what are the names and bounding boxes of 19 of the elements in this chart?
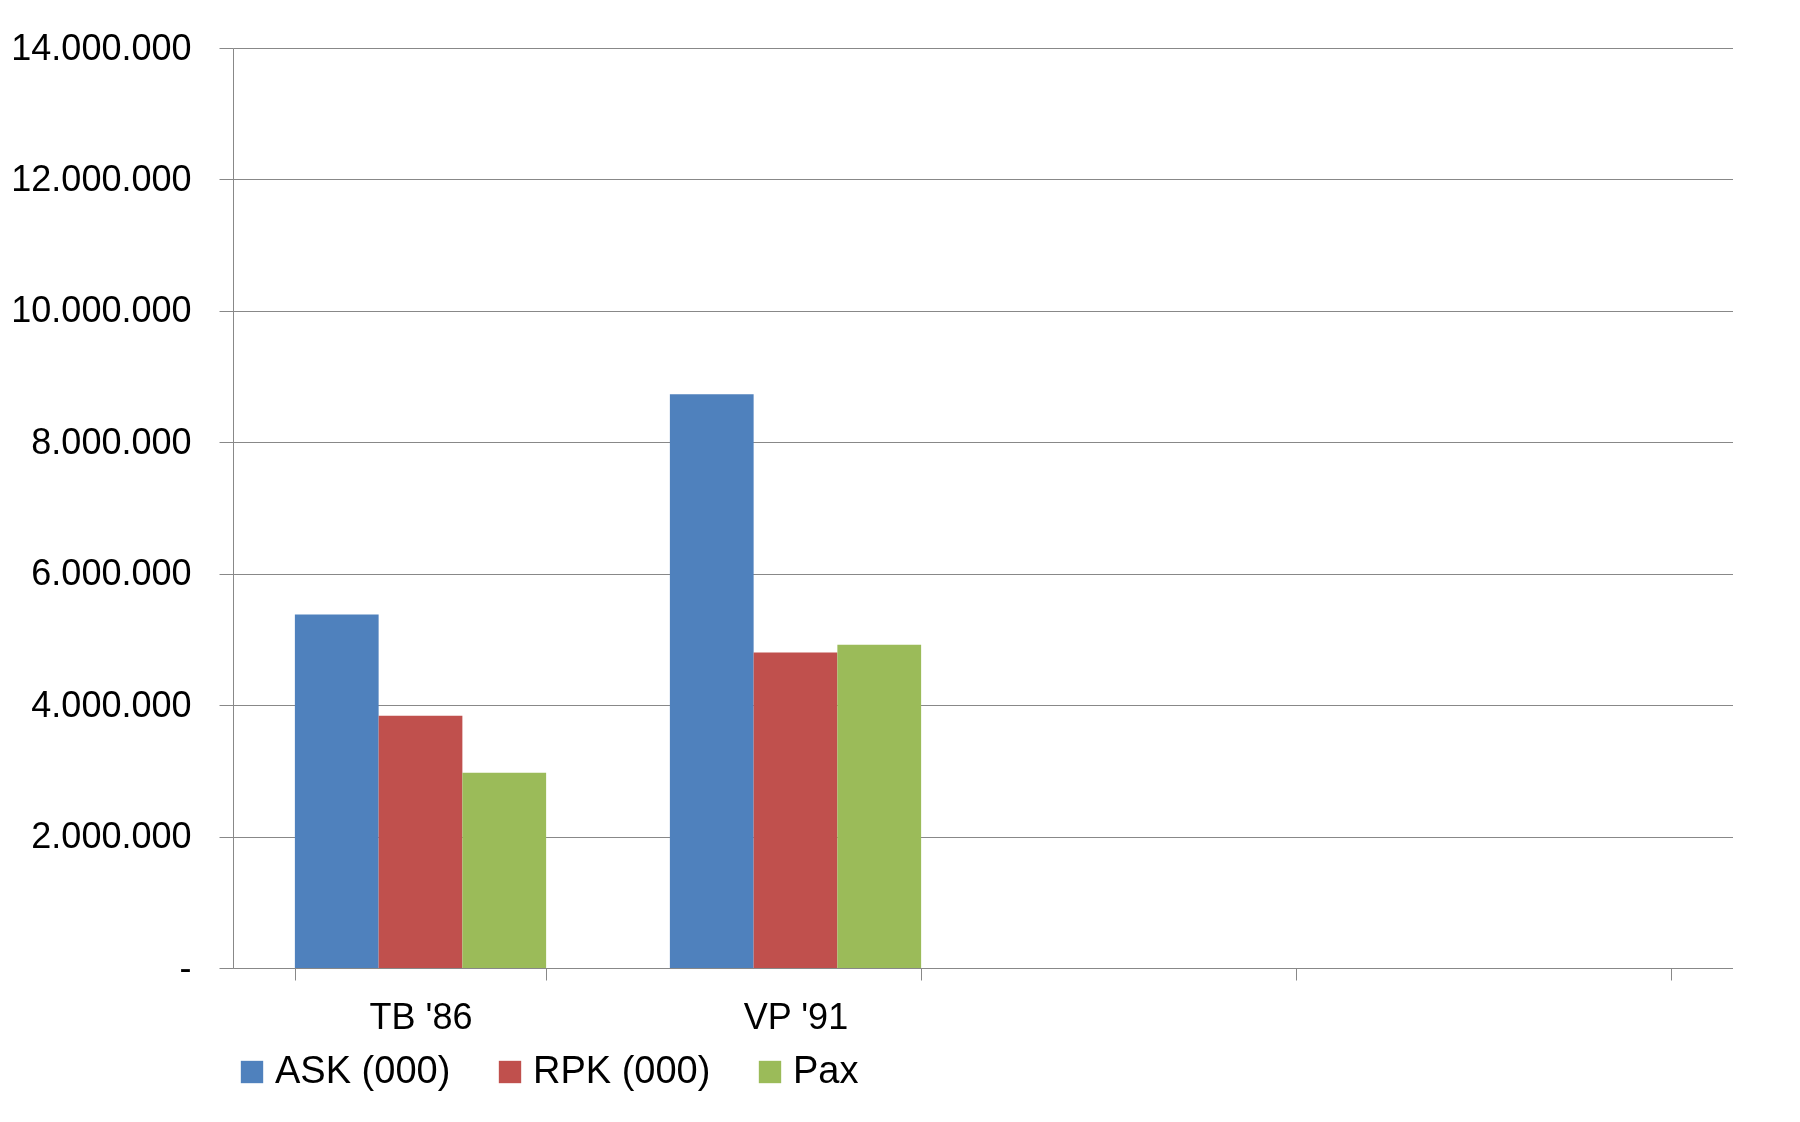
x-tick-label: TB '86 xyxy=(369,995,473,1037)
y-tick-label: 2.000.000 xyxy=(31,815,192,857)
bar xyxy=(753,652,838,968)
y-tick-label: 12.000.000 xyxy=(11,157,192,199)
y-tick-label: 6.000.000 xyxy=(31,552,192,594)
bar xyxy=(462,772,547,968)
bar xyxy=(294,614,379,968)
y-tick-label: 10.000.000 xyxy=(11,289,192,331)
x-tick-label: VP '91 xyxy=(743,995,849,1037)
y-tick-label: 14.000.000 xyxy=(11,26,192,68)
legend-label: Pax xyxy=(793,1049,859,1091)
bar xyxy=(669,394,754,968)
bar xyxy=(837,644,922,968)
bar xyxy=(378,715,463,968)
legend-label: RPK (000) xyxy=(533,1049,711,1091)
y-tick-label: 4.000.000 xyxy=(31,683,192,725)
y-tick-label: - xyxy=(179,946,192,988)
legend-label: ASK (000) xyxy=(275,1049,451,1091)
y-tick-label: 8.000.000 xyxy=(31,420,192,462)
